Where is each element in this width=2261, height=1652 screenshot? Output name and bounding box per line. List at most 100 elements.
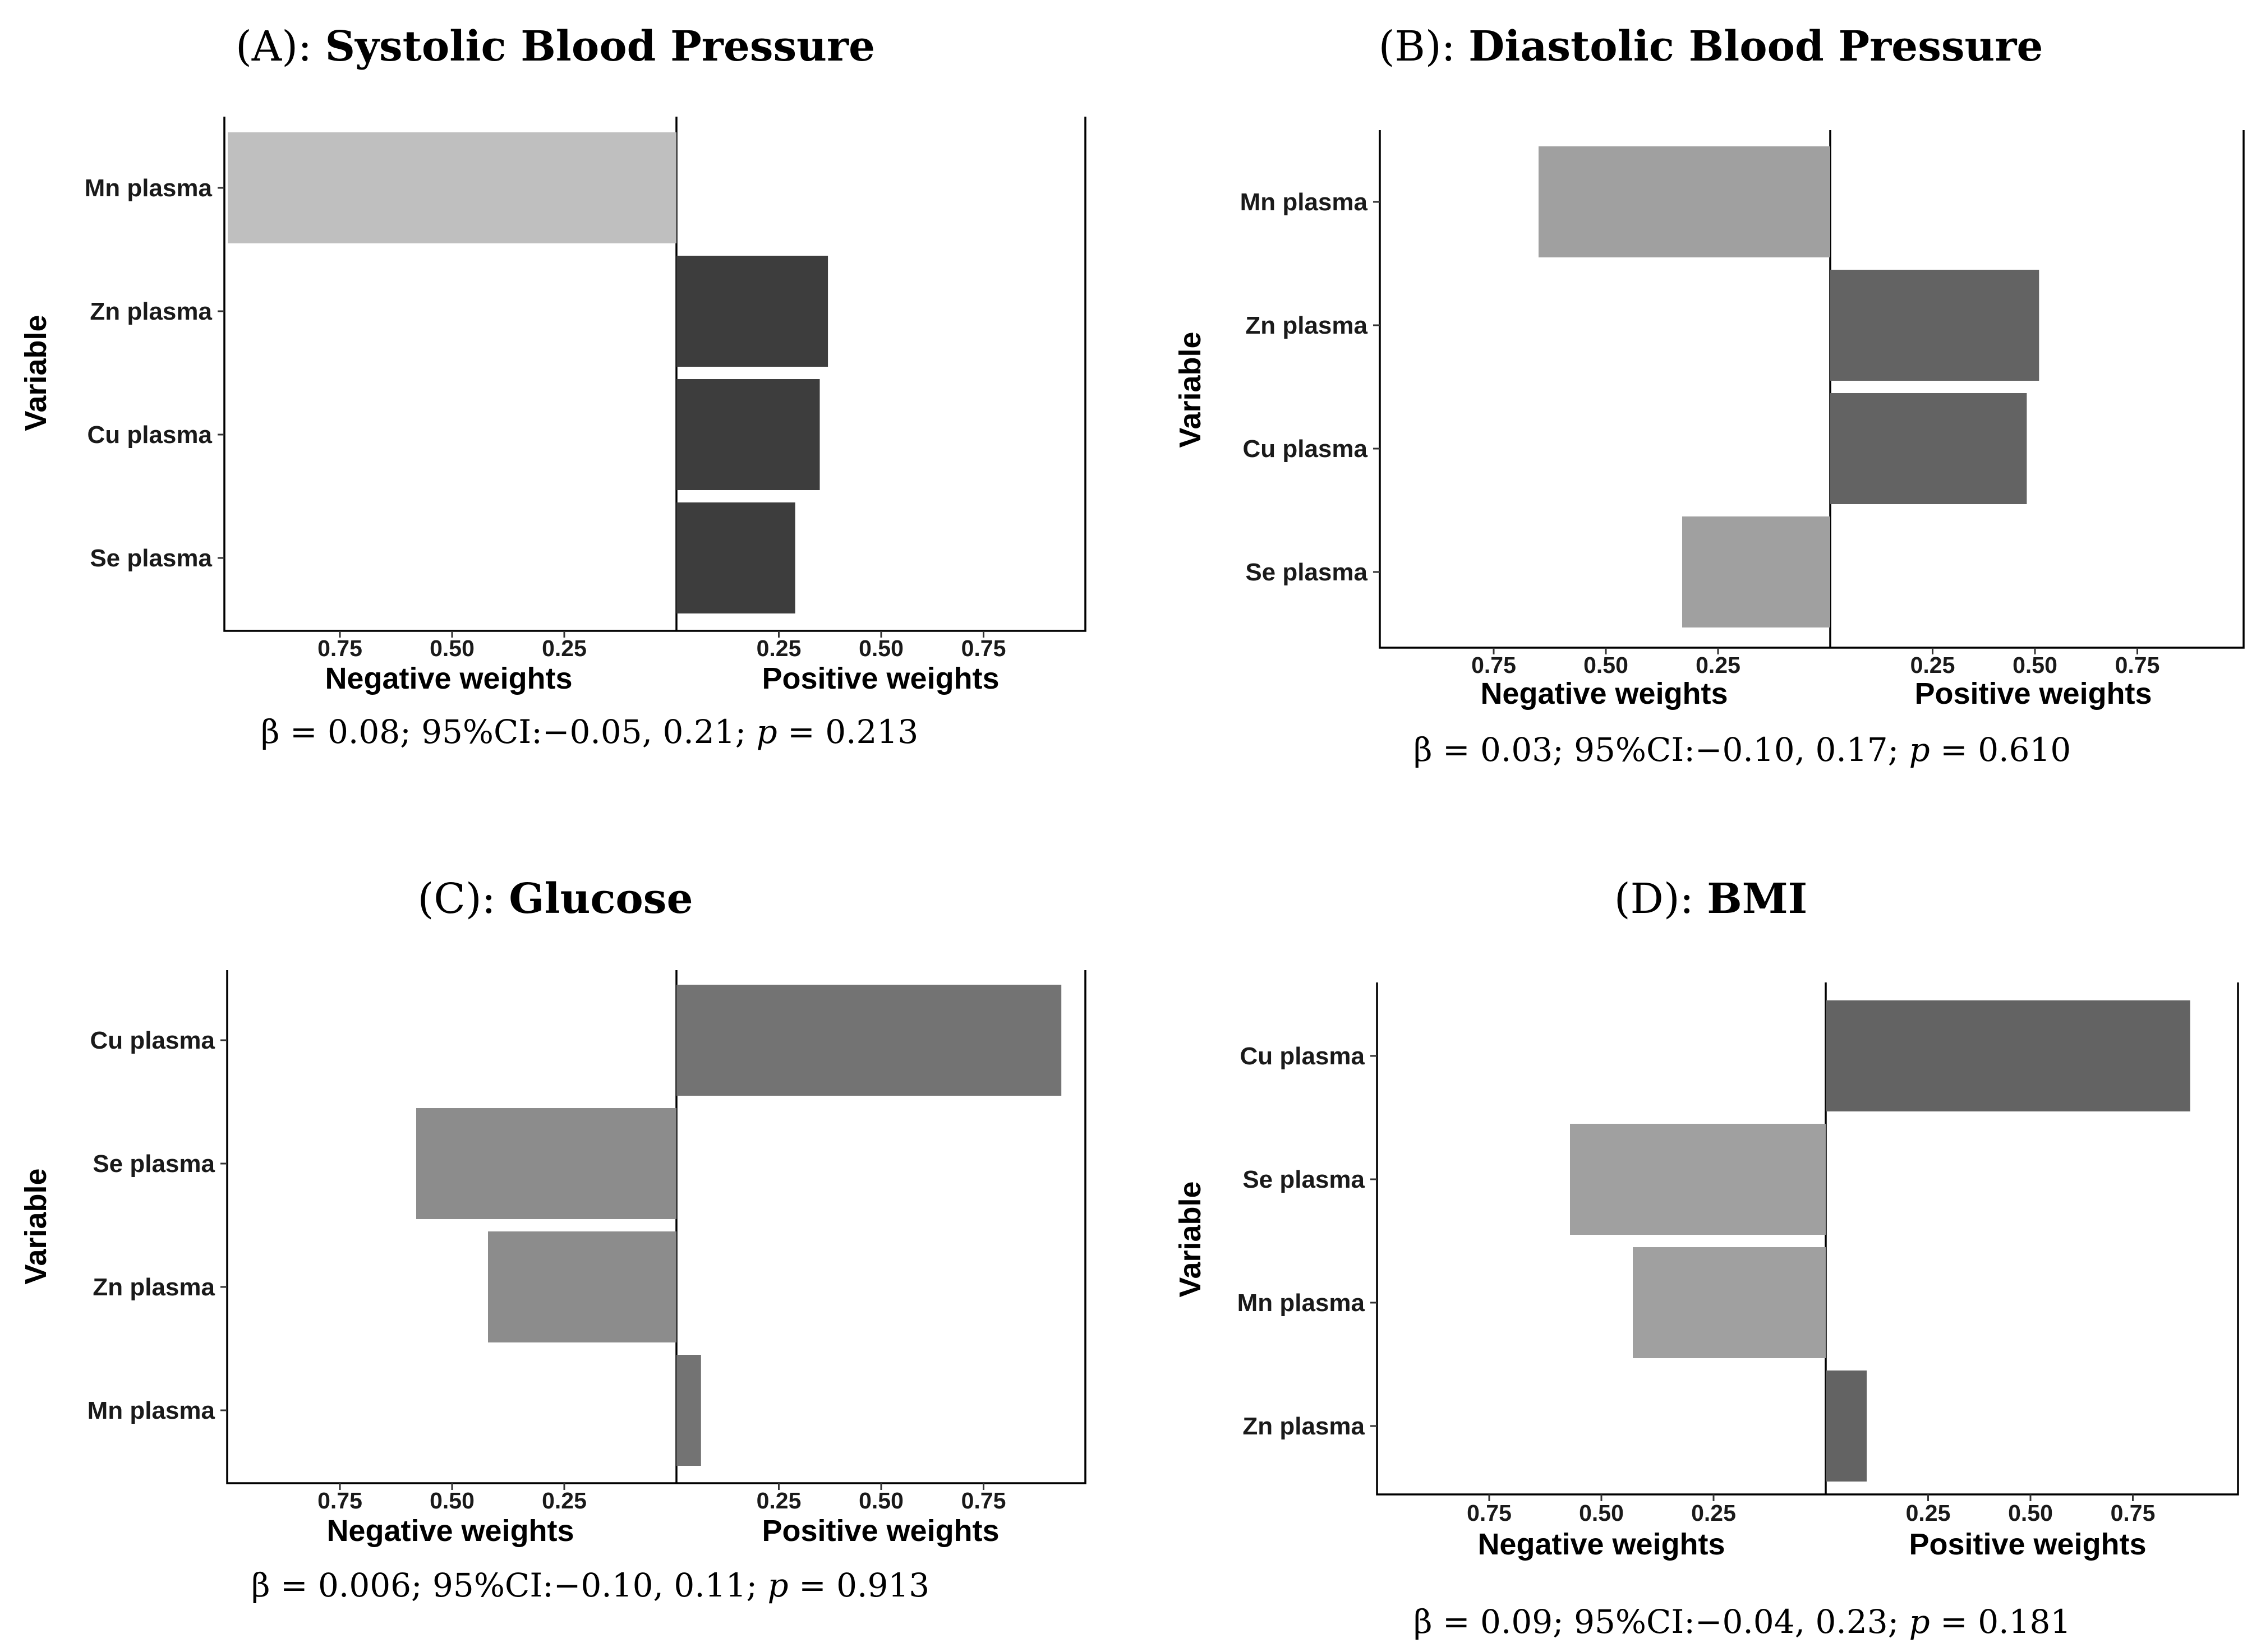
stat-beta-ci: β = 0.03; 95%CI:−0.10, 0.17; — [1413, 731, 1909, 769]
category-label: Cu plasma — [1242, 435, 1367, 463]
tick-label-positive: 0.75 — [2115, 652, 2160, 678]
stat-p-value: = 0.181 — [1930, 1603, 2071, 1641]
category-label: Cu plasma — [90, 1027, 215, 1054]
chart-title: (D): BMI — [1614, 875, 1808, 923]
tick-label-negative: 0.50 — [430, 1488, 475, 1513]
tick-label-positive: 0.50 — [2013, 652, 2057, 678]
stat-beta-ci: β = 0.006; 95%CI:−0.10, 0.11; — [251, 1566, 768, 1604]
stat-p-symbol: p — [757, 713, 777, 751]
chart-title: (C): Glucose — [417, 875, 693, 923]
panel-C: (C): Glucose Cu plasma Se plasma Zn plasma M… — [19, 875, 1086, 1604]
chart-title-main: BMI — [1707, 875, 1807, 923]
bar-mn-plasma — [676, 1355, 701, 1466]
tick-label-negative: 0.75 — [1467, 1500, 1512, 1526]
tick-label-positive: 0.75 — [2111, 1500, 2156, 1526]
tick-label-negative: 0.75 — [317, 635, 362, 661]
bar-cu-plasma — [676, 379, 820, 490]
bar-zn-plasma — [488, 1231, 676, 1342]
tick-label-positive: 0.25 — [757, 1488, 802, 1513]
stat-summary: β = 0.08; 95%CI:−0.05, 0.21; p = 0.213 — [261, 713, 918, 751]
bar-mn-plasma — [228, 132, 676, 243]
tick-label-positive: 0.50 — [859, 1488, 904, 1513]
bar-zn-plasma — [1826, 1370, 1867, 1482]
category-label: Mn plasma — [1240, 188, 1368, 216]
stat-beta-ci: β = 0.08; 95%CI:−0.05, 0.21; — [261, 713, 757, 751]
tick-label-negative: 0.75 — [1471, 652, 1516, 678]
plot-frame — [226, 970, 1086, 1484]
panel-D: (D): BMI Cu plasma Se plasma Mn plasma Zn pl… — [1173, 875, 2239, 1641]
y-axis-title: Variable — [19, 315, 53, 431]
category-label: Zn plasma — [93, 1273, 215, 1301]
bar-zn-plasma — [1830, 270, 2039, 381]
category-label: Se plasma — [93, 1150, 215, 1178]
chart-title-main: Glucose — [509, 875, 693, 923]
category-label: Cu plasma — [87, 421, 212, 449]
plot-frame — [1379, 130, 2245, 649]
tick-label-negative: 0.25 — [542, 635, 587, 661]
stat-p-value: = 0.610 — [1930, 731, 2071, 769]
bar-cu-plasma — [676, 985, 1062, 1096]
bar-zn-plasma — [676, 256, 828, 367]
plot-frame — [1376, 982, 2239, 1496]
chart-title: (A): Systolic Blood Pressure — [236, 22, 875, 71]
chart-title-prefix: (A): — [236, 22, 325, 71]
tick-label-negative: 0.25 — [542, 1488, 587, 1513]
x-axis-title-negative: Negative weights — [1477, 1528, 1725, 1561]
tick-label-positive: 0.50 — [859, 635, 904, 661]
y-axis-title: Variable — [1173, 331, 1207, 447]
chart-title-prefix: (C): — [417, 875, 509, 923]
bar-cu-plasma — [1826, 1000, 2190, 1111]
x-axis-title-negative: Negative weights — [325, 662, 572, 695]
tick-label-negative: 0.25 — [1696, 652, 1740, 678]
category-label: Zn plasma — [90, 298, 212, 325]
chart-title: (B): Diastolic Blood Pressure — [1379, 22, 2043, 71]
stat-summary: β = 0.09; 95%CI:−0.04, 0.23; p = 0.181 — [1413, 1603, 2071, 1641]
category-label: Mn plasma — [88, 1397, 215, 1424]
chart-title-main: Diastolic Blood Pressure — [1468, 22, 2043, 71]
x-axis-title-negative: Negative weights — [1480, 677, 1728, 710]
chart-title-prefix: (D): — [1614, 875, 1707, 923]
category-label: Zn plasma — [1245, 312, 1367, 339]
category-label: Se plasma — [1242, 1166, 1365, 1193]
category-label: Se plasma — [1245, 559, 1367, 586]
x-axis-title-positive: Positive weights — [1914, 677, 2152, 710]
bar-mn-plasma — [1633, 1247, 1826, 1358]
bar-se-plasma — [416, 1108, 676, 1219]
tick-label-positive: 0.75 — [961, 635, 1006, 661]
y-axis-title: Variable — [19, 1168, 53, 1284]
stat-p-value: = 0.913 — [789, 1566, 930, 1604]
stat-p-symbol: p — [1909, 731, 1930, 769]
x-axis-title-negative: Negative weights — [326, 1514, 574, 1548]
stat-p-symbol: p — [768, 1566, 789, 1604]
plot-frame — [223, 117, 1086, 632]
category-label: Mn plasma — [1237, 1289, 1365, 1317]
tick-label-positive: 0.25 — [1910, 652, 1955, 678]
category-label: Mn plasma — [85, 174, 213, 202]
x-axis-title-positive: Positive weights — [1909, 1528, 2146, 1561]
stat-p-value: = 0.213 — [777, 713, 919, 751]
tick-label-negative: 0.25 — [1691, 1500, 1736, 1526]
chart-title-main: Systolic Blood Pressure — [325, 22, 875, 71]
stat-beta-ci: β = 0.09; 95%CI:−0.04, 0.23; — [1413, 1603, 1909, 1641]
bar-se-plasma — [1682, 516, 1830, 627]
tick-label-positive: 0.50 — [2008, 1500, 2053, 1526]
panel-B: (B): Diastolic Blood Pressure Mn plasma Zn… — [1173, 22, 2245, 769]
category-label: Se plasma — [90, 544, 212, 572]
chart-title-prefix: (B): — [1379, 22, 1469, 71]
bar-mn-plasma — [1539, 146, 1830, 257]
tick-label-positive: 0.25 — [1906, 1500, 1951, 1526]
tick-label-negative: 0.50 — [430, 635, 475, 661]
tick-label-negative: 0.50 — [1583, 652, 1628, 678]
tick-label-negative: 0.50 — [1579, 1500, 1624, 1526]
x-axis-title-positive: Positive weights — [762, 662, 999, 695]
stat-summary: β = 0.006; 95%CI:−0.10, 0.11; p = 0.913 — [251, 1566, 929, 1604]
x-axis-title-positive: Positive weights — [762, 1514, 999, 1548]
category-label: Cu plasma — [1240, 1042, 1365, 1070]
tick-label-negative: 0.75 — [317, 1488, 362, 1513]
stat-summary: β = 0.03; 95%CI:−0.10, 0.17; p = 0.610 — [1413, 731, 2071, 769]
tick-label-positive: 0.75 — [961, 1488, 1006, 1513]
y-axis-title: Variable — [1173, 1181, 1207, 1297]
category-label: Zn plasma — [1242, 1413, 1365, 1440]
tick-label-positive: 0.25 — [757, 635, 802, 661]
